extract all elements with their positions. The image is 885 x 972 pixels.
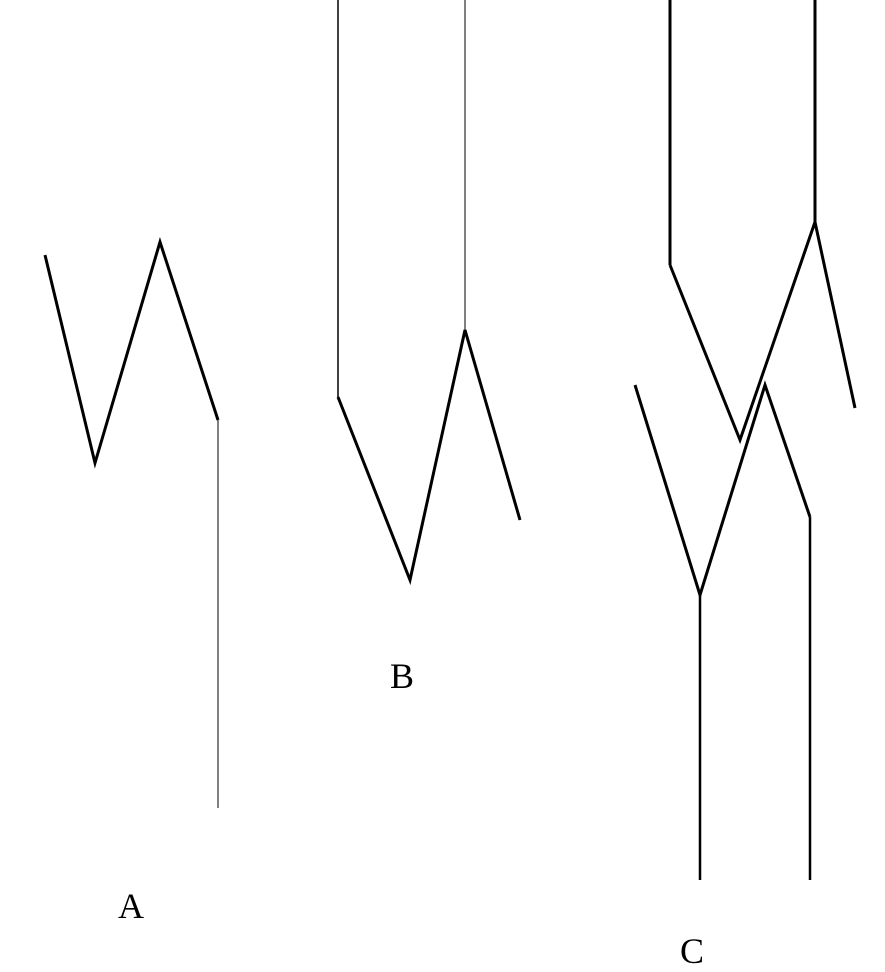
diagram-container: A B C (0, 0, 885, 971)
label-a: A (118, 885, 144, 927)
label-c: C (680, 930, 704, 972)
label-b: B (390, 655, 414, 697)
line-diagram-svg (0, 0, 885, 971)
